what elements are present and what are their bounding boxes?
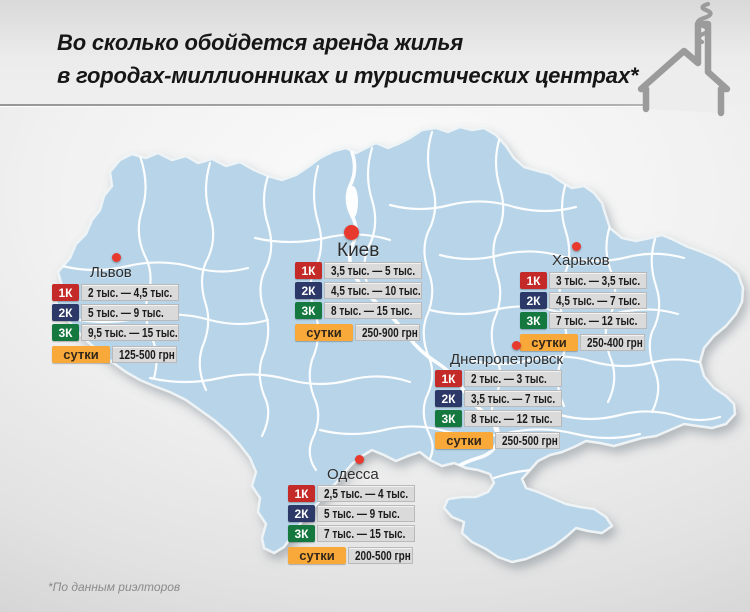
room-type-badge-2k: 2К <box>52 304 79 321</box>
price-range-2k: 3,5 тыс. — 7 тыс. <box>464 390 562 407</box>
price-range-1k: 2,5 тыс. — 4 тыс. <box>317 485 415 502</box>
header: Во сколько обойдется аренда жилья в горо… <box>0 0 750 108</box>
city-marker-dot <box>344 225 359 240</box>
room-type-badge-1k: 1К <box>288 485 315 502</box>
price-range-3k: 9,5 тыс. — 15 тыс. <box>81 324 179 341</box>
daily-rate-value: 250-900 грн <box>355 324 420 341</box>
city-name: Днепропетровск <box>450 351 563 368</box>
header-divider <box>0 104 648 106</box>
room-type-badge-3k: 3К <box>435 410 462 427</box>
city-block-dnepropetrovsk: Днепропетровск 1К 2 тыс. — 3 тыс. 2К 3,5 т… <box>435 341 563 452</box>
city-name: Одесса <box>327 466 379 483</box>
room-type-badge-2k: 2К <box>435 390 462 407</box>
kyiv-reservoir <box>348 186 358 218</box>
title-line-2: в городах-миллионниках и туристических ц… <box>57 63 639 88</box>
daily-rate-value: 250-400 грн <box>580 334 645 351</box>
room-type-badge-2k: 2К <box>295 282 322 299</box>
room-type-badge-1k: 1К <box>52 284 79 301</box>
price-range-3k: 8 тыс. — 12 тыс. <box>464 410 562 427</box>
daily-rate-value: 200-500 грн <box>348 547 413 564</box>
price-range-2k: 5 тыс. — 9 тыс. <box>81 304 179 321</box>
city-marker-dot <box>112 253 121 262</box>
price-range-3k: 7 тыс. — 12 тыс. <box>549 312 647 329</box>
house-icon <box>637 1 731 117</box>
city-name: Киев <box>337 240 380 261</box>
city-marker-dot <box>355 455 364 464</box>
daily-rate-value: 125-500 грн <box>112 346 177 363</box>
price-range-2k: 4,5 тыс. — 10 тыс. <box>324 282 422 299</box>
source-note: *По данным риэлторов <box>48 580 181 594</box>
city-block-odessa: Одесса 1К 2,5 тыс. — 4 тыс. 2К 5 тыс. — 9 … <box>288 455 415 567</box>
city-marker-dot <box>512 341 521 350</box>
room-type-badge-2k: 2К <box>520 292 547 309</box>
room-type-badge-3k: 3К <box>295 302 322 319</box>
daily-rate-badge: сутки <box>520 334 578 351</box>
city-name: Харьков <box>552 252 610 269</box>
daily-rate-badge: сутки <box>295 324 353 341</box>
room-type-badge-2k: 2К <box>288 505 315 522</box>
room-type-badge-1k: 1К <box>435 370 462 387</box>
city-marker-dot <box>572 242 581 251</box>
page-title: Во сколько обойдется аренда жилья в горо… <box>57 26 657 92</box>
price-range-1k: 2 тыс. — 3 тыс. <box>464 370 562 387</box>
price-range-3k: 8 тыс. — 15 тыс. <box>324 302 422 319</box>
price-range-1k: 3 тыс. — 3,5 тыс. <box>549 272 647 289</box>
room-type-badge-1k: 1К <box>295 262 322 279</box>
room-type-badge-3k: 3К <box>52 324 79 341</box>
region-borders <box>60 130 722 480</box>
city-block-kiev: Киев 1К 3,5 тыс. — 5 тыс. 2К 4,5 тыс. — 10… <box>295 225 422 344</box>
daily-rate-badge: сутки <box>52 346 110 363</box>
city-name: Львов <box>90 264 132 281</box>
price-range-2k: 5 тыс. — 9 тыс. <box>317 505 415 522</box>
daily-rate-badge: сутки <box>288 547 346 564</box>
price-range-2k: 4,5 тыс. — 7 тыс. <box>549 292 647 309</box>
price-range-1k: 3,5 тыс. — 5 тыс. <box>324 262 422 279</box>
price-range-3k: 7 тыс. — 15 тыс. <box>317 525 415 542</box>
room-type-badge-1k: 1К <box>520 272 547 289</box>
daily-rate-badge: сутки <box>435 432 493 449</box>
room-type-badge-3k: 3К <box>288 525 315 542</box>
city-block-lvov: Львов 1К 2 тыс. — 4,5 тыс. 2К 5 тыс. — 9 т… <box>52 253 179 366</box>
title-line-1: Во сколько обойдется аренда жилья <box>57 30 463 55</box>
daily-rate-value: 250-500 грн <box>495 432 560 449</box>
room-type-badge-3k: 3К <box>520 312 547 329</box>
price-range-1k: 2 тыс. — 4,5 тыс. <box>81 284 179 301</box>
city-block-kharkov: Харьков 1К 3 тыс. — 3,5 тыс. 2К 4,5 тыс. —… <box>520 242 647 354</box>
